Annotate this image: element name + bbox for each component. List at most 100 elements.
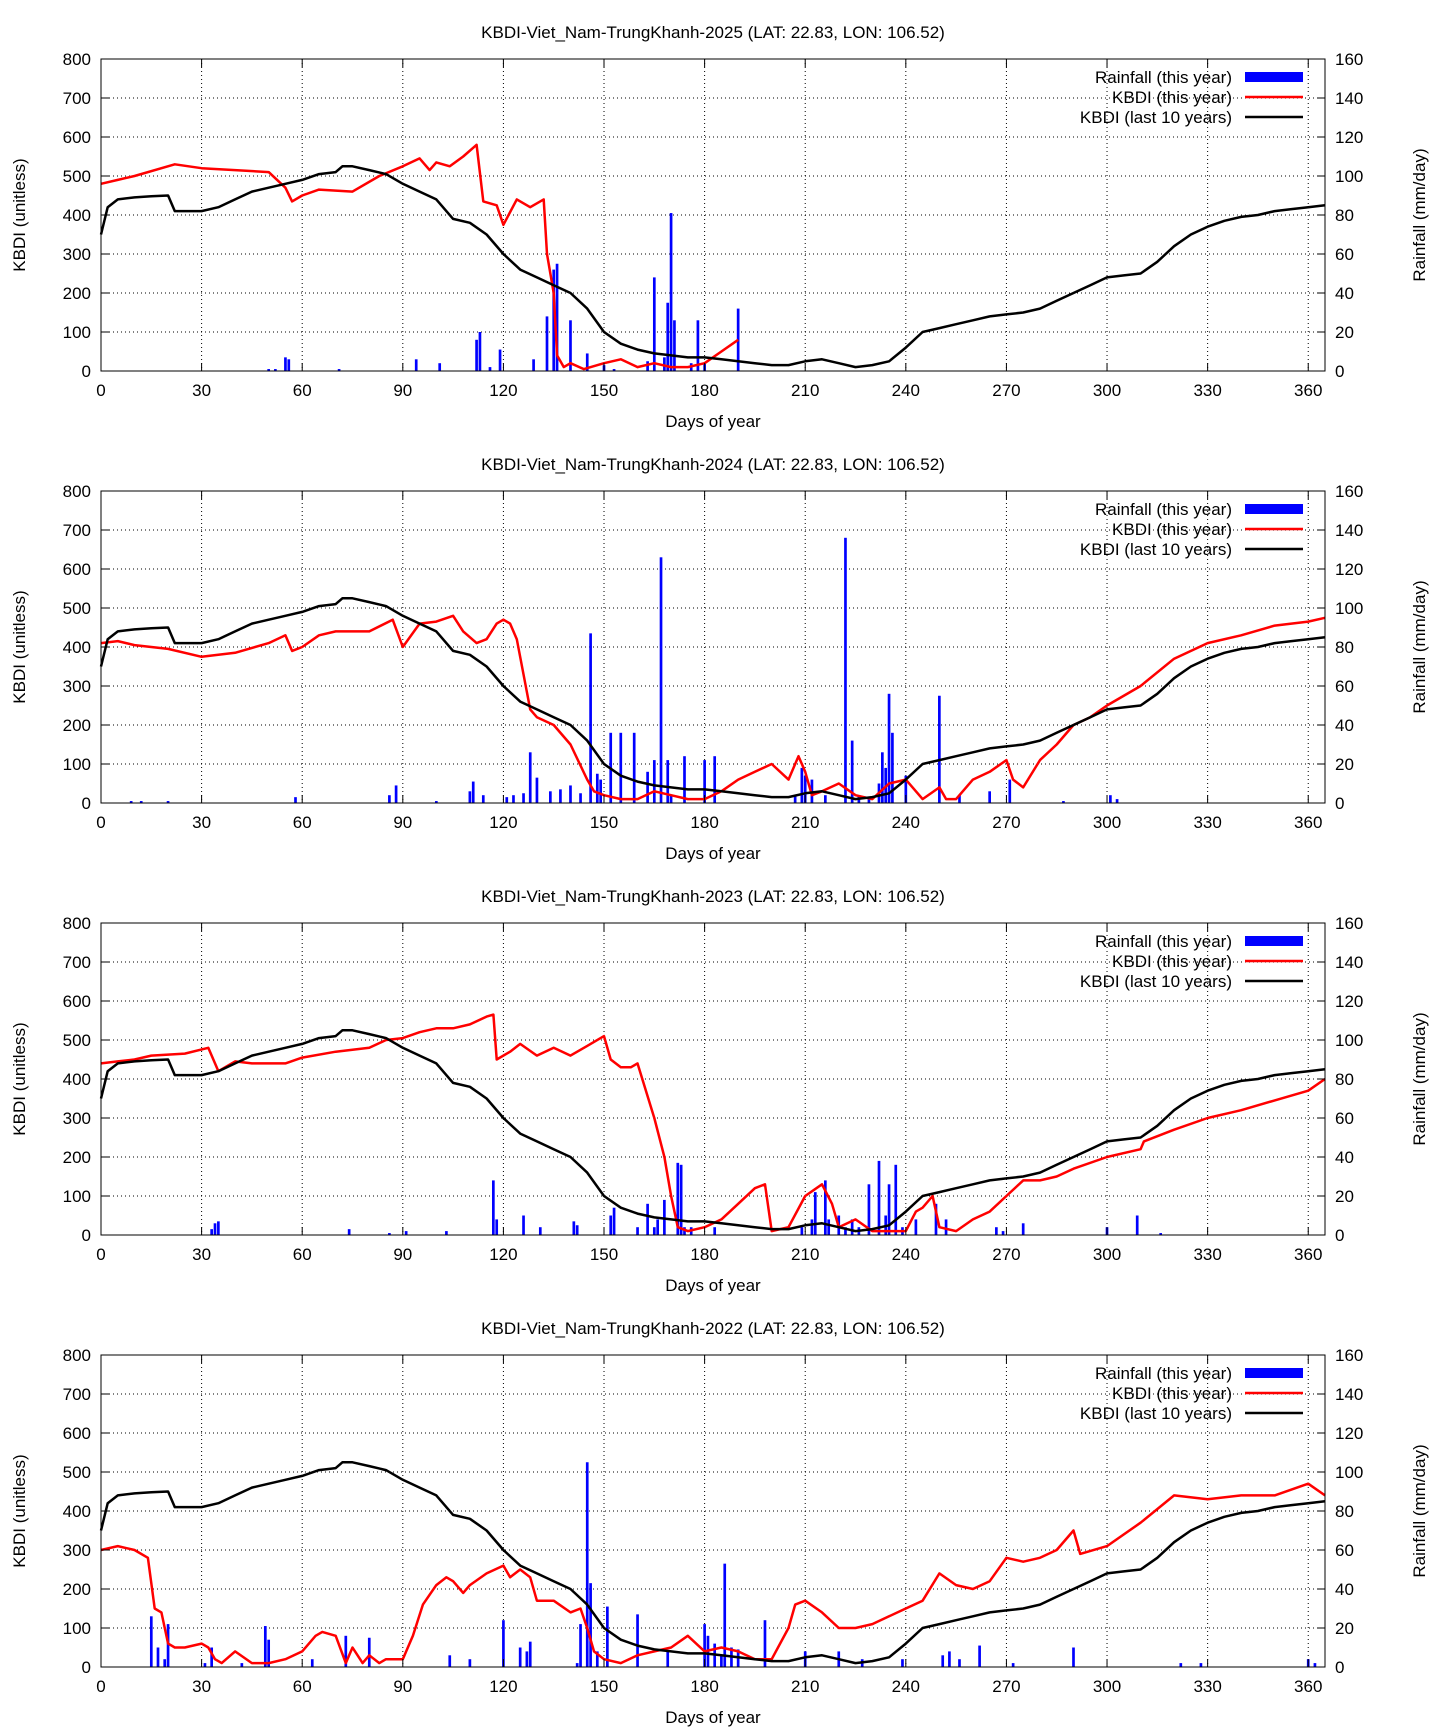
x-axis-label: Days of year [665,1276,761,1295]
y2-tick-label: 140 [1335,1385,1363,1404]
y2-tick-label: 0 [1335,794,1344,813]
rainfall-bar [1072,1647,1075,1667]
rainfall-bar [914,1219,918,1235]
rainfall-bar [669,795,673,803]
chart-title: KBDI-Viet_Nam-TrungKhanh-2022 (LAT: 22.8… [481,1319,945,1338]
kbdi-this-year-line [100,1013,1326,1233]
y-tick-label: 0 [82,794,91,813]
rainfall-bar [538,1227,542,1235]
rainfall-bar [240,1663,244,1667]
y2-tick-label: 100 [1335,1031,1363,1050]
rainfall-bar [666,1651,670,1667]
y2-tick-label: 160 [1335,1346,1363,1365]
y2-tick-label: 0 [1335,1226,1344,1245]
rainfall-bar [528,752,532,803]
rainfall-bar [569,320,572,371]
y2-tick-label: 0 [1335,362,1344,381]
rainfall-bar [404,1231,408,1235]
x-axis-label: Days of year [665,1708,761,1727]
y2-tick-label: 120 [1335,128,1363,147]
y2-tick-label: 20 [1335,755,1354,774]
rainfall-bars [210,1160,1163,1235]
rainfall-bar [488,367,492,371]
kbdi-last-10-years-line [99,1461,1326,1665]
rainfall-bar [535,777,539,803]
y-tick-label: 600 [63,1424,91,1443]
rainfall-bar [720,1655,723,1667]
y-tick-label: 400 [63,1502,91,1521]
x-tick-label: 120 [489,381,517,400]
y-tick-label: 700 [63,89,91,108]
kbdi-this-year-line [100,1482,1326,1665]
rainfall-bar [435,801,438,803]
x-tick-label: 330 [1193,1245,1221,1264]
rainfall-bar [367,1637,371,1667]
rainfall-bar [284,357,287,371]
x-tick-label: 120 [489,1677,517,1696]
rainfall-bar [522,1215,525,1235]
x-tick-label: 30 [192,1677,211,1696]
y-tick-label: 0 [82,362,91,381]
x-tick-label: 180 [690,1677,718,1696]
rainfall-bar [478,332,482,371]
legend-label: Rainfall (this year) [1095,68,1232,87]
rainfall-bar [877,1160,881,1235]
kbdi-chart-panel: KBDI-Viet_Nam-TrungKhanh-2025 (LAT: 22.8… [10,23,1429,431]
x-tick-label: 240 [892,381,920,400]
rainfall-bar [696,320,700,371]
rainfall-bar [891,732,894,803]
y-tick-label: 200 [63,1580,91,1599]
x-tick-label: 360 [1294,1677,1322,1696]
x-tick-label: 300 [1093,1245,1121,1264]
y2-tick-label: 140 [1335,521,1363,540]
rainfall-bar [166,1624,170,1667]
rainfall-bar [609,1215,613,1235]
y-tick-label: 500 [63,599,91,618]
legend-label: Rainfall (this year) [1095,500,1232,519]
x-tick-label: 300 [1093,1677,1121,1696]
y2-tick-label: 20 [1335,1187,1354,1206]
rainfall-bar [948,1651,951,1667]
rainfall-bar [438,363,442,371]
rainfall-bar [495,1219,499,1235]
y2-tick-label: 140 [1335,953,1363,972]
kbdi-chart-panel: KBDI-Viet_Nam-TrungKhanh-2023 (LAT: 22.8… [10,887,1429,1295]
legend-label: Rainfall (this year) [1095,932,1232,951]
rainfall-bar [1179,1663,1183,1667]
x-tick-label: 360 [1294,813,1322,832]
rainfall-bar [595,773,599,803]
y2-tick-label: 80 [1335,206,1354,225]
rainfall-bar [659,557,663,803]
rainfall-bar [445,1231,448,1235]
rainfall-bar [505,797,509,803]
rainfall-bar [646,771,649,803]
rainfall-bar [679,1164,683,1235]
legend-label: KBDI (last 10 years) [1080,540,1232,559]
rainfall-bar [518,1647,522,1667]
y2-tick-label: 120 [1335,992,1363,1011]
rainfall-bar [887,693,891,803]
y2-tick-label: 160 [1335,482,1363,501]
y2-tick-label: 0 [1335,1658,1344,1677]
rainfall-bar [683,756,686,803]
rainfall-bar [723,1563,727,1667]
x-axis-label: Days of year [665,844,761,863]
rainfall-bar [337,369,341,371]
y-tick-label: 500 [63,1463,91,1482]
rainfall-bar [498,349,502,371]
rainfall-bar [267,369,271,371]
y-tick-label: 800 [63,482,91,501]
x-tick-label: 150 [590,1245,618,1264]
y-tick-label: 700 [63,1385,91,1404]
rainfall-bar [1159,1233,1163,1235]
x-tick-label: 210 [791,813,819,832]
rainfall-bar [867,799,871,803]
x-tick-label: 30 [192,813,211,832]
legend-swatch-rainfall [1245,72,1303,82]
rainfall-bar [294,797,297,803]
kbdi-chart-panel: KBDI-Viet_Nam-TrungKhanh-2022 (LAT: 22.8… [10,1319,1429,1727]
x-tick-label: 270 [992,381,1020,400]
rainfall-bar [652,760,656,803]
rainfall-bar [1011,1663,1015,1667]
x-tick-label: 300 [1093,813,1121,832]
